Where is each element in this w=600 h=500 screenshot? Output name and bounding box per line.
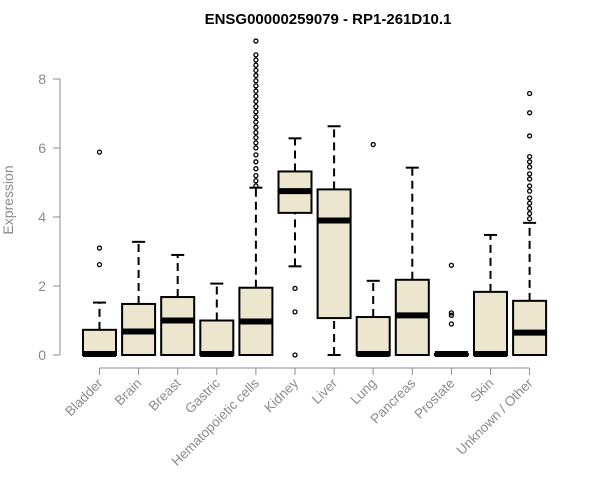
iqr-box — [316, 188, 352, 320]
outlier-point — [526, 188, 533, 194]
iqr-box — [355, 316, 391, 356]
x-tick-label: Breast — [146, 375, 184, 413]
box-skin — [473, 233, 508, 357]
outlier-point — [96, 245, 103, 251]
x-tick-label: Liver — [309, 375, 341, 407]
outlier-point — [253, 134, 259, 141]
box-breast — [160, 253, 196, 357]
outlier-point — [526, 183, 533, 189]
outlier-point — [253, 93, 259, 99]
outlier-point — [253, 103, 259, 110]
outlier-point — [526, 153, 533, 160]
outlier-point — [96, 261, 103, 268]
outlier-point — [253, 88, 259, 94]
outlier-point — [253, 145, 259, 151]
outlier-point — [253, 78, 259, 84]
x-tick-label: Prostate — [411, 376, 457, 422]
outlier-point — [526, 133, 533, 139]
y-tick-label: 8 — [38, 71, 46, 87]
outlier-point — [253, 119, 259, 125]
outlier-point — [292, 285, 298, 292]
outlier-point — [253, 83, 259, 89]
x-tick-label: Brain — [112, 376, 145, 409]
outlier-point — [253, 124, 259, 130]
outlier-point — [448, 312, 455, 318]
x-tick-label: Skin — [467, 376, 496, 405]
outlier-point — [292, 352, 298, 358]
y-tick-label: 2 — [38, 278, 46, 294]
outlier-point — [526, 195, 533, 201]
outlier-point — [96, 149, 103, 155]
box-lung — [355, 141, 391, 357]
outlier-point — [253, 72, 259, 79]
outlier-point — [448, 310, 455, 316]
outlier-point — [292, 309, 298, 315]
outlier-point — [526, 205, 533, 212]
outlier-point — [253, 152, 259, 158]
outlier-point — [526, 176, 533, 182]
outlier-point — [253, 114, 259, 120]
outlier-point — [526, 90, 533, 97]
box-prostate — [433, 262, 469, 357]
box-brain — [121, 240, 157, 357]
y-tick-label: 6 — [38, 140, 46, 156]
outlier-point — [253, 98, 259, 105]
outlier-point — [526, 200, 533, 206]
outlier-point — [253, 57, 259, 63]
y-tick-label: 0 — [38, 347, 46, 363]
outlier-point — [526, 110, 533, 116]
outlier-point — [253, 52, 259, 58]
outlier-point — [448, 321, 455, 327]
outlier-point — [253, 62, 259, 68]
y-tick-label: 4 — [38, 209, 46, 225]
outlier-point — [253, 129, 259, 136]
iqr-box — [473, 290, 508, 356]
outlier-point — [253, 166, 259, 172]
box-unknown-other — [512, 90, 548, 356]
chart-title: ENSG00000259079 - RP1-261D10.1 — [205, 11, 452, 28]
box-hematopoietic-cells — [238, 38, 274, 357]
iqr-box — [199, 319, 235, 356]
outlier-point — [370, 141, 376, 148]
outlier-point — [253, 159, 259, 165]
boxes-group — [82, 38, 548, 358]
y-axis: 0 2 4 6 8 — [38, 71, 61, 363]
outlier-point — [253, 178, 259, 184]
box-kidney — [277, 137, 313, 358]
y-axis-label: Expression — [0, 165, 16, 234]
box-liver — [316, 125, 352, 356]
outlier-point — [526, 171, 533, 177]
outlier-point — [253, 172, 259, 179]
outlier-point — [253, 67, 259, 74]
outlier-point — [253, 38, 259, 44]
x-tick-label: Lung — [347, 376, 379, 408]
outlier-point — [526, 164, 533, 170]
outlier-point — [448, 262, 455, 268]
iqr-box — [160, 296, 196, 357]
x-tick-label: Kidney — [261, 375, 301, 415]
outlier-point — [526, 159, 533, 165]
x-tick-label: Bladder — [62, 375, 106, 419]
iqr-box — [512, 299, 548, 356]
outlier-point — [526, 210, 533, 217]
box-pancreas — [394, 166, 430, 357]
outlier-point — [253, 140, 259, 146]
outlier-point — [253, 109, 259, 115]
box-gastric — [199, 282, 235, 357]
box-bladder — [82, 149, 117, 357]
outlier-point — [253, 183, 259, 189]
outlier-point — [526, 216, 533, 222]
